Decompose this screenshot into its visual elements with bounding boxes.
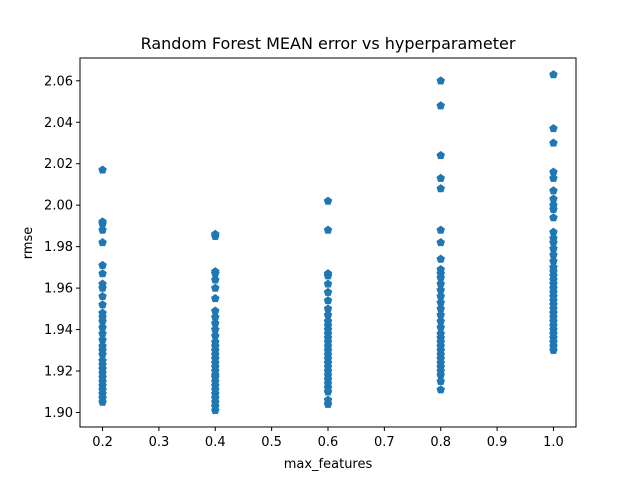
x-tick-label: 1.0: [543, 435, 564, 450]
data-point: [323, 279, 333, 288]
chart-title: Random Forest MEAN error vs hyperparamet…: [141, 34, 516, 53]
y-tick-label: 1.96: [44, 282, 73, 297]
data-point: [210, 405, 220, 415]
data-point: [323, 399, 333, 408]
x-tick-label: 0.5: [261, 435, 282, 450]
data-points: [98, 70, 558, 415]
data-point: [323, 225, 333, 234]
y-tick-label: 2.06: [44, 74, 73, 89]
y-tick-label: 1.90: [44, 406, 73, 421]
y-axis-label: rmse: [21, 227, 36, 260]
x-tick-label: 0.4: [205, 435, 226, 450]
data-point: [98, 300, 107, 309]
data-point: [98, 283, 107, 292]
data-point: [436, 101, 446, 110]
x-tick-label: 0.8: [430, 435, 451, 450]
x-tick-label: 0.6: [318, 435, 339, 450]
data-point: [549, 345, 558, 354]
data-point: [210, 275, 220, 284]
data-point: [549, 186, 558, 195]
x-tick-label: 0.7: [374, 435, 395, 450]
data-point: [323, 387, 333, 396]
y-tick-label: 1.92: [44, 365, 73, 380]
data-point: [210, 293, 220, 303]
data-point: [436, 173, 446, 182]
data-point: [210, 231, 220, 240]
data-point: [549, 123, 558, 133]
data-point: [98, 237, 107, 247]
data-point: [436, 76, 446, 85]
y-axis: 1.90 1.92 1.94 1.96 1.98 2.00 2.02 2.04 2.06: [44, 74, 80, 421]
data-point: [98, 165, 107, 174]
data-point: [549, 204, 558, 213]
data-point: [549, 70, 558, 79]
x-axis-label: max_features: [284, 457, 373, 472]
data-point: [98, 260, 107, 269]
data-point: [436, 376, 446, 386]
x-tick-label: 0.9: [487, 435, 508, 450]
data-point: [323, 196, 333, 205]
data-point: [549, 138, 558, 147]
x-axis: 0.2 0.3 0.4 0.5 0.6 0.7 0.8 0.9 1.0: [92, 427, 564, 450]
data-point: [436, 150, 446, 160]
data-point: [323, 287, 333, 296]
data-point: [436, 225, 446, 234]
data-point: [210, 283, 220, 292]
data-point: [549, 173, 558, 182]
data-point: [98, 269, 107, 278]
y-tick-label: 2.00: [44, 199, 73, 214]
y-tick-label: 1.94: [44, 323, 73, 338]
y-tick-label: 2.02: [44, 157, 73, 172]
data-point: [98, 397, 107, 406]
x-tick-label: 0.2: [92, 435, 113, 450]
y-tick-label: 1.98: [44, 240, 73, 255]
x-tick-label: 0.3: [149, 435, 170, 450]
data-point: [98, 291, 107, 301]
data-point: [98, 225, 107, 234]
data-point: [436, 237, 446, 247]
data-point: [323, 271, 333, 280]
data-point: [436, 184, 446, 193]
y-tick-label: 2.04: [44, 116, 73, 131]
data-point: [549, 213, 558, 222]
data-point: [436, 254, 446, 263]
data-point: [436, 385, 446, 394]
data-point: [323, 296, 333, 305]
